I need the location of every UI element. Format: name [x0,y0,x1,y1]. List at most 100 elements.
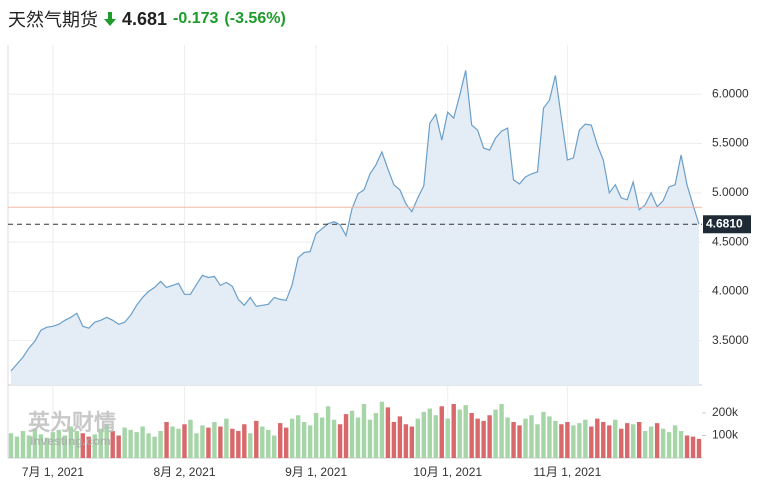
price: 4.681 [122,8,168,29]
volume-bar [619,428,624,458]
volume-bar [499,404,504,458]
volume-bar [140,426,145,458]
down-arrow [104,12,116,26]
volume-bar [373,413,379,458]
volume-bar [92,434,97,458]
volume-bar [487,415,492,458]
volume-bar [636,422,642,458]
volume-bar [421,411,427,458]
volume-bar [104,424,109,458]
volume-bar [313,413,319,458]
volume-bar [684,435,690,458]
volume-bar [427,408,432,458]
volume-bar [589,426,594,458]
volume-bar [218,426,223,458]
volume-bar [517,425,522,458]
volume-bar [176,428,181,458]
volume-bar [625,423,630,458]
volume-bar [188,419,193,458]
volume-bar [391,422,397,458]
volume-bar [337,424,343,458]
volume-bar [595,418,600,458]
volume-bar [672,425,678,458]
last-price-label: 4.6810 [706,216,743,230]
volume-bar [32,428,38,458]
volume-bar [613,419,618,458]
volume-bar [50,432,56,458]
volume-bar [26,435,32,458]
volume-bar [224,418,229,458]
volume-bar [278,423,283,458]
volume-bar [68,426,74,458]
volume-bar [331,419,337,458]
volume-bar [74,431,80,458]
volume-bar [206,427,211,458]
volume-bar [62,435,68,458]
volume-bar [565,422,570,458]
volume-bar [678,431,684,458]
volume-bar [14,436,20,458]
volume-bar [463,405,468,458]
volume-bar [122,427,127,458]
volume-bar [307,425,313,458]
volume-bar [666,432,672,458]
volume-bar [20,431,26,458]
y-tick-label: 6.0000 [712,86,749,100]
watermark-site: Investing.com [30,434,111,448]
change: -0.173 [173,10,219,27]
volume-bar [128,429,133,458]
volume-bar [415,418,421,458]
x-tick-label: 7月 1, 2021 [22,465,84,479]
volume-bar [379,401,385,458]
volume-bar [8,433,14,458]
volume-bar [158,431,163,458]
volume-bar [469,413,474,458]
y-tick-label: 4.5000 [712,234,749,248]
volume-bar [355,417,361,458]
volume-bar [248,433,253,458]
volume-bar [230,428,235,458]
volume-bar [260,426,265,458]
volume-bar [642,431,648,458]
volume-bar [242,424,247,458]
volume-bar [529,415,534,458]
volume-bar [98,428,103,458]
volume-bar [571,425,576,458]
volume-bar [164,422,169,458]
y-tick-label: 3.5000 [712,333,749,347]
volume-bar [367,419,373,458]
volume-bar [266,429,271,458]
volume-bar [86,436,91,458]
volume-bar [451,404,456,458]
volume-bar [349,410,355,458]
volume-bar [601,422,606,458]
volume-bar [457,409,462,458]
volume-bar [182,424,187,458]
volume-bar [289,418,295,458]
volume-bar [475,418,480,458]
volume-bar [553,420,558,458]
volume-bar [660,428,666,458]
volume-bar [200,425,205,458]
volume-bar [523,418,528,458]
volume-bar [630,424,636,458]
volume-bar [439,406,444,458]
volume-bar [696,438,702,458]
volume-bar [361,404,367,458]
volume-bar [607,425,612,458]
volume-bar [397,416,403,458]
volume-bar [445,418,450,458]
title: 天然气期货 [8,10,98,30]
volume-bar [295,415,301,458]
volume-bar [403,424,409,458]
volume-bar [56,429,62,458]
watermark-brand: 英为财情 [28,410,116,435]
volume-bar [541,411,546,458]
volume-bar [583,419,588,458]
volume-bar [283,427,289,458]
volume-bar [134,432,139,458]
area-fill [10,70,700,386]
volume-bar [559,424,564,458]
y-tick-label: 5.0000 [712,185,749,199]
